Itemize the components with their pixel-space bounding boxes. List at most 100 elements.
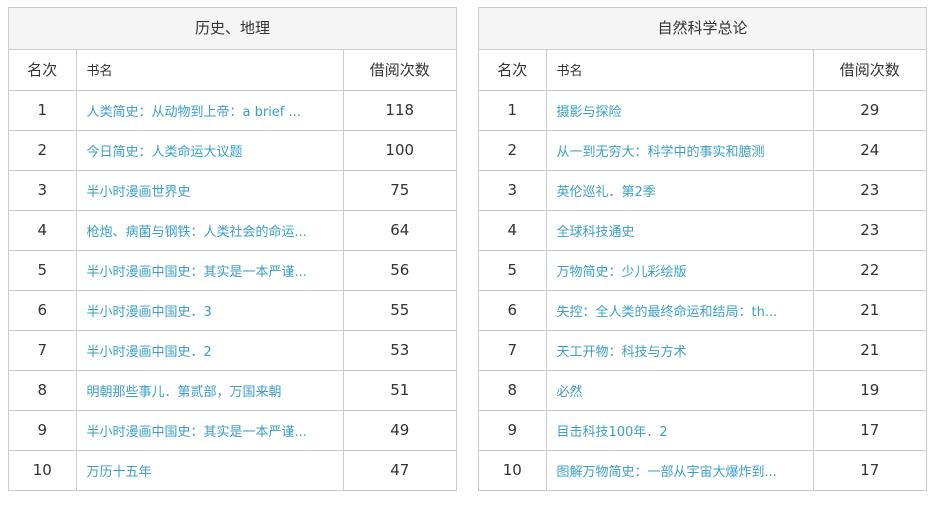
table-row: 4 枪炮、病菌与钢铁：人类社会的命运... 64 <box>9 210 456 251</box>
ranking-table: 名次 书名 借阅次数 1 摄影与探险 29 2 从一到无穷大：科学中的事实和臆测… <box>479 50 926 490</box>
rank-cell: 7 <box>479 330 547 371</box>
title-cell: 半小时漫画中国史：其实是一本严谨... <box>76 250 344 291</box>
table-row: 5 半小时漫画中国史：其实是一本严谨... 56 <box>9 250 456 291</box>
book-title-link[interactable]: 枪炮、病菌与钢铁：人类社会的命运... <box>86 224 307 240</box>
title-cell: 半小时漫画中国史．3 <box>76 290 344 331</box>
rank-cell: 7 <box>9 330 77 371</box>
title-cell: 半小时漫画中国史．2 <box>76 330 344 371</box>
book-title-link[interactable]: 图解万物简史：一部从宇宙大爆炸到... <box>556 464 777 480</box>
book-title-link[interactable]: 今日简史：人类命运大议题 <box>86 144 243 160</box>
panel-title: 自然科学总论 <box>479 8 926 50</box>
borrow-count-cell: 19 <box>813 370 926 411</box>
table-row: 5 万物简史：少儿彩绘版 22 <box>479 250 926 291</box>
rank-column-header: 名次 <box>9 50 77 91</box>
book-title-link[interactable]: 半小时漫画中国史：其实是一本严谨... <box>86 424 307 440</box>
table-row: 10 万历十五年 47 <box>9 450 456 490</box>
book-title-link[interactable]: 摄影与探险 <box>556 104 622 120</box>
book-title-link[interactable]: 半小时漫画中国史．3 <box>86 304 212 320</box>
rank-cell: 6 <box>9 290 77 331</box>
borrow-count-cell: 75 <box>343 170 456 211</box>
book-title-link[interactable]: 半小时漫画中国史．2 <box>86 344 212 360</box>
borrow-count-cell: 23 <box>813 170 926 211</box>
borrow-count-column-header: 借阅次数 <box>813 50 926 91</box>
rank-cell: 10 <box>9 450 77 490</box>
title-cell: 全球科技通史 <box>546 210 814 251</box>
borrow-count-cell: 21 <box>813 330 926 371</box>
borrow-count-cell: 22 <box>813 250 926 291</box>
book-title-link[interactable]: 英伦巡礼．第2季 <box>556 184 656 200</box>
title-cell: 半小时漫画世界史 <box>76 170 344 211</box>
rank-cell: 2 <box>479 130 547 171</box>
title-cell: 英伦巡礼．第2季 <box>546 170 814 211</box>
book-title-link[interactable]: 万历十五年 <box>86 464 152 480</box>
title-cell: 今日简史：人类命运大议题 <box>76 130 344 171</box>
title-cell: 失控：全人类的最终命运和结局：th... <box>546 290 814 331</box>
book-title-link[interactable]: 半小时漫画中国史：其实是一本严谨... <box>86 264 307 280</box>
rank-cell: 8 <box>9 370 77 411</box>
table-row: 8 必然 19 <box>479 370 926 411</box>
title-cell: 枪炮、病菌与钢铁：人类社会的命运... <box>76 210 344 251</box>
table-row: 4 全球科技通史 23 <box>479 210 926 251</box>
borrow-count-column-header: 借阅次数 <box>343 50 456 91</box>
title-cell: 图解万物简史：一部从宇宙大爆炸到... <box>546 450 814 490</box>
table-header-row: 名次 书名 借阅次数 <box>9 50 456 91</box>
borrow-count-cell: 100 <box>343 130 456 171</box>
borrow-count-cell: 29 <box>813 90 926 131</box>
title-cell: 明朝那些事儿．第贰部，万国来朝 <box>76 370 344 411</box>
book-title-link[interactable]: 必然 <box>556 384 583 400</box>
title-cell: 万历十五年 <box>76 450 344 490</box>
rank-cell: 5 <box>9 250 77 291</box>
borrow-count-cell: 49 <box>343 410 456 451</box>
rank-cell: 8 <box>479 370 547 411</box>
title-cell: 天工开物：科技与方术 <box>546 330 814 371</box>
title-column-header: 书名 <box>76 50 344 91</box>
title-cell: 人类简史：从动物到上帝：a brief ... <box>76 90 344 131</box>
rank-cell: 1 <box>9 90 77 131</box>
borrow-count-cell: 118 <box>343 90 456 131</box>
rank-cell: 4 <box>9 210 77 251</box>
borrow-count-cell: 64 <box>343 210 456 251</box>
borrow-count-cell: 24 <box>813 130 926 171</box>
title-cell: 必然 <box>546 370 814 411</box>
table-row: 3 英伦巡礼．第2季 23 <box>479 170 926 211</box>
borrow-count-cell: 17 <box>860 461 880 480</box>
borrow-count-cell: 23 <box>813 210 926 251</box>
title-cell: 半小时漫画中国史：其实是一本严谨... <box>76 410 344 451</box>
book-title-link[interactable]: 全球科技通史 <box>556 224 635 240</box>
book-title-link[interactable]: 半小时漫画世界史 <box>86 184 191 200</box>
borrow-count-cell: 53 <box>343 330 456 371</box>
title-cell: 万物简史：少儿彩绘版 <box>546 250 814 291</box>
title-cell: 目击科技100年．2 <box>546 410 814 451</box>
title-cell: 从一到无穷大：科学中的事实和臆测 <box>546 130 814 171</box>
rank-cell: 3 <box>479 170 547 211</box>
borrow-count-cell: 55 <box>343 290 456 331</box>
book-title-link[interactable]: 明朝那些事儿．第贰部，万国来朝 <box>86 384 282 400</box>
table-header-row: 名次 书名 借阅次数 <box>479 50 926 91</box>
table-row: 3 半小时漫画世界史 75 <box>9 170 456 211</box>
borrow-count-cell: 21 <box>813 290 926 331</box>
book-title-link[interactable]: 失控：全人类的最终命运和结局：th... <box>556 304 778 320</box>
table-row: 9 目击科技100年．2 17 <box>479 410 926 451</box>
table-row: 1 人类简史：从动物到上帝：a brief ... 118 <box>9 90 456 131</box>
table-row: 2 今日简史：人类命运大议题 100 <box>9 130 456 171</box>
borrow-count-cell: 51 <box>343 370 456 411</box>
table-row: 7 半小时漫画中国史．2 53 <box>9 330 456 371</box>
table-row: 1 摄影与探险 29 <box>479 90 926 131</box>
rank-cell: 5 <box>479 250 547 291</box>
ranking-table: 名次 书名 借阅次数 1 人类简史：从动物到上帝：a brief ... 118… <box>9 50 456 490</box>
book-title-link[interactable]: 万物简史：少儿彩绘版 <box>556 264 687 280</box>
table-row: 10 图解万物简史：一部从宇宙大爆炸到... 17 <box>479 450 926 490</box>
table-row: 6 半小时漫画中国史．3 55 <box>9 290 456 331</box>
ranking-panel-history-geography: 历史、地理 名次 书名 借阅次数 1 人类简史：从动物到上帝：a brief .… <box>8 7 457 491</box>
rank-cell: 2 <box>9 130 77 171</box>
rank-cell: 9 <box>479 410 547 451</box>
borrow-count-cell: 17 <box>813 410 926 451</box>
rank-cell: 3 <box>9 170 77 211</box>
book-title-link[interactable]: 目击科技100年．2 <box>556 424 668 440</box>
title-cell: 摄影与探险 <box>546 90 814 131</box>
book-title-link[interactable]: 从一到无穷大：科学中的事实和臆测 <box>556 144 765 160</box>
book-title-link[interactable]: 人类简史：从动物到上帝：a brief ... <box>86 104 301 120</box>
rank-cell: 10 <box>479 450 547 490</box>
rank-cell: 1 <box>479 90 547 131</box>
book-title-link[interactable]: 天工开物：科技与方术 <box>556 344 687 360</box>
